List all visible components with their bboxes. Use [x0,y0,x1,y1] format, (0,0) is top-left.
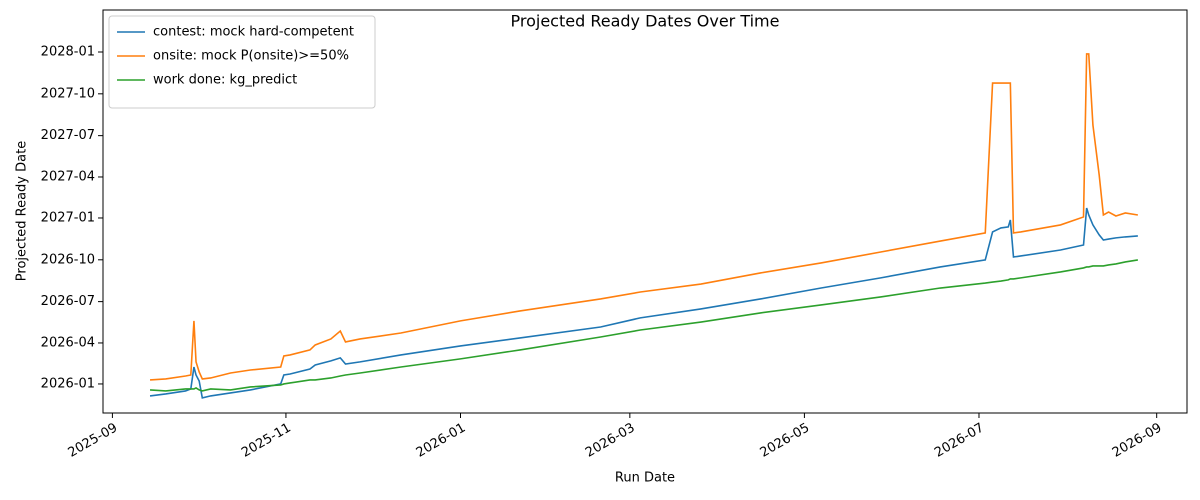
y-tick-label: 2027-07 [41,128,95,143]
y-tick-label: 2026-10 [41,252,95,267]
x-tick-label: 2026-09 [1110,421,1165,461]
y-tick-label: 2026-01 [41,376,95,391]
legend-label: contest: mock hard-competent [153,25,354,40]
x-tick-label: 2025-09 [66,421,121,461]
y-tick-label: 2026-07 [41,294,95,309]
series-line [149,259,1138,392]
x-axis-label: Run Date [615,471,675,486]
x-tick-label: 2026-03 [583,421,638,461]
y-axis-label: Projected Ready Date [15,141,30,281]
x-tick-label: 2026-05 [758,421,813,461]
x-tick-label: 2026-07 [932,421,987,461]
y-tick-label: 2027-04 [41,169,95,184]
legend: contest: mock hard-competent onsite: mock… [108,15,376,109]
chart-title: Projected Ready Dates Over Time [511,12,780,31]
y-tick-label: 2028-01 [41,44,95,59]
y-tick-label: 2026-04 [41,335,95,350]
y-tick-label: 2027-10 [41,86,95,101]
plot-frame [102,9,1188,414]
legend-label: onsite: mock P(onsite)>=50% [153,49,349,64]
legend-label: work done: kg_predict [153,73,297,88]
x-tick-label: 2025-11 [239,421,294,461]
x-tick-label: 2026-01 [414,421,469,461]
y-tick-label: 2027-01 [41,210,95,225]
legend-box [108,15,376,109]
series-line [149,53,1138,381]
series-line [149,207,1138,399]
